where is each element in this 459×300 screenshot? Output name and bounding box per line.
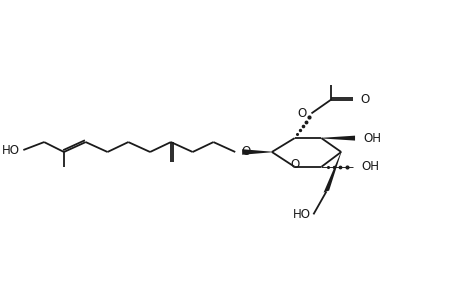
Polygon shape (323, 152, 341, 193)
Text: O: O (297, 107, 306, 120)
Text: O: O (289, 158, 299, 171)
Text: OH: OH (360, 160, 378, 173)
Text: OH: OH (362, 132, 380, 145)
Text: O: O (359, 93, 369, 106)
Polygon shape (321, 136, 354, 141)
Text: O: O (241, 146, 250, 158)
Text: HO: HO (292, 208, 310, 221)
Polygon shape (241, 149, 271, 155)
Text: HO: HO (2, 143, 20, 157)
